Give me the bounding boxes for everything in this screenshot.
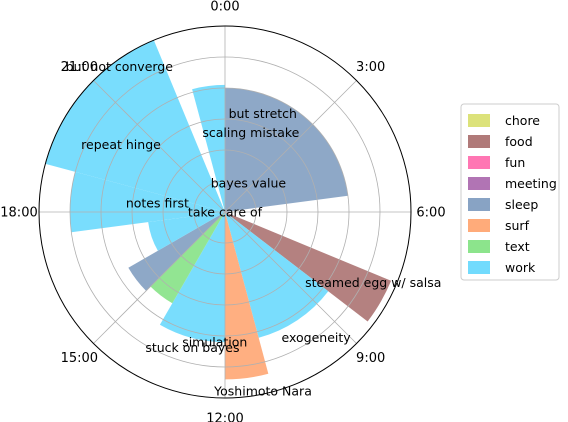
legend-swatch-food	[468, 135, 490, 148]
annotation-label: but not converge	[66, 59, 174, 74]
wedge-layer	[39, 26, 392, 380]
wedge-food	[225, 212, 392, 322]
wedge-work	[159, 212, 225, 343]
wedge-work	[70, 171, 225, 233]
hour-label: 6:00	[416, 206, 445, 221]
wedge-text	[150, 212, 225, 304]
annotation-label: repeat hinge	[81, 137, 161, 152]
legend-label-surf: surf	[505, 218, 530, 233]
legend-label-food: food	[505, 134, 533, 149]
legend-label-sleep: sleep	[505, 197, 538, 212]
annotation-label: Yoshimoto Nara	[213, 383, 312, 398]
hour-label: 3:00	[356, 60, 385, 75]
annotation-label: stuck on bayes	[145, 340, 239, 355]
legend-swatch-text	[468, 240, 490, 253]
legend-label-text: text	[505, 239, 530, 254]
annotation-label: simulation	[182, 334, 247, 349]
angular-gridline	[93, 211, 226, 344]
legend-label-fun: fun	[505, 155, 525, 170]
hour-label: 9:00	[356, 351, 385, 366]
legend-items: chore food fun meeting sleep surf text work	[468, 113, 557, 275]
wedge-surf	[225, 212, 269, 380]
legend-swatch-surf	[468, 219, 490, 232]
polar-grid	[38, 25, 412, 399]
hour-label: 12:00	[206, 412, 243, 422]
outer-ring	[38, 25, 412, 399]
annotation-label: but stretch	[229, 106, 297, 121]
annotation-layer: but not converge repeat hinge but stretch s…	[66, 59, 442, 398]
hour-label: 15:00	[61, 351, 98, 366]
wedge-work	[39, 26, 225, 212]
angular-gridline	[224, 80, 357, 213]
angular-gridline	[224, 211, 357, 344]
wedge-work	[192, 84, 225, 212]
legend-swatch-meeting	[468, 177, 490, 190]
annotation-label: bayes value	[211, 176, 287, 191]
hour-labels: 0:00 3:00 6:00 9:00 12:00 15:00 18:00 21:00	[0, 0, 445, 422]
legend-swatch-fun	[468, 156, 490, 169]
legend-label-meeting: meeting	[505, 176, 557, 191]
annotation-label: exogeneity	[282, 330, 352, 345]
annotation-label: steamed egg w/ salsa	[305, 275, 441, 290]
legend-swatch-sleep	[468, 198, 490, 211]
hour-label: 18:00	[0, 206, 37, 221]
wedge-work	[225, 212, 329, 338]
hour-label: 0:00	[210, 0, 239, 15]
annotation-label: notes first	[126, 196, 189, 211]
angular-gridline	[93, 80, 226, 213]
hour-label: 21:00	[61, 60, 98, 75]
legend: chore food fun meeting sleep surf text work	[460, 103, 560, 281]
legend-label-work: work	[505, 260, 536, 275]
annotation-label: take care of	[188, 205, 263, 220]
wedge-work	[148, 212, 225, 251]
legend-swatch-chore	[468, 114, 490, 127]
annotation-label: scaling mistake	[202, 125, 299, 140]
legend-swatch-work	[468, 261, 490, 274]
legend-label-chore: chore	[505, 113, 540, 128]
